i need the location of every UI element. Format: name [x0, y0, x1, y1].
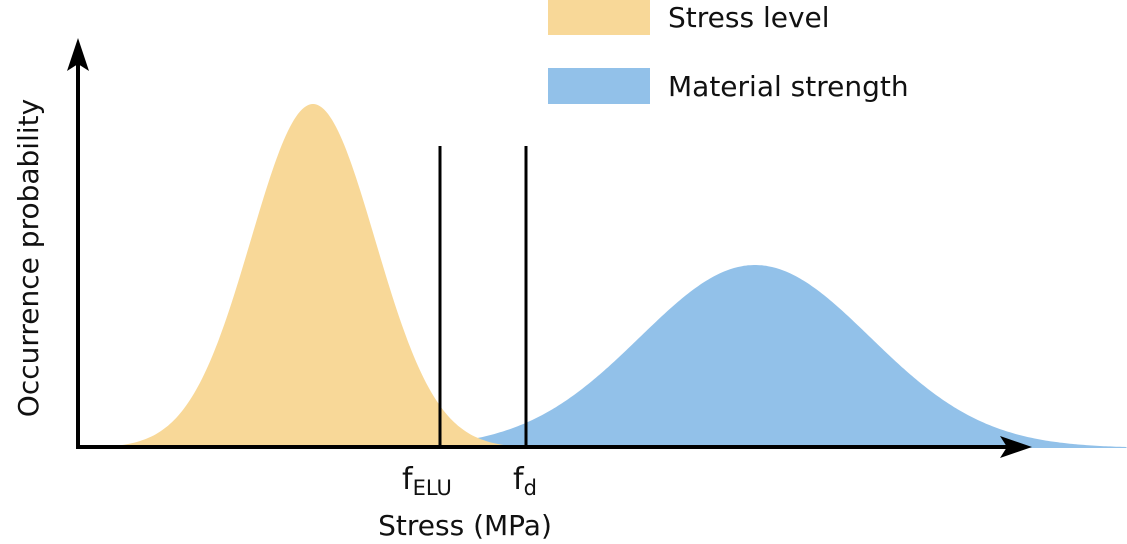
- legend-strength-swatch: [548, 68, 650, 104]
- f-d-label: fd: [513, 462, 537, 500]
- f-elu-label-subscript: ELU: [413, 476, 452, 500]
- stress-level-distribution: [100, 104, 520, 448]
- legend-strength-label: Material strength: [668, 70, 909, 103]
- f-elu-label: fELU: [402, 462, 452, 500]
- x-axis-label: Stress (MPa): [378, 509, 552, 542]
- f-d-label-base: f: [513, 462, 525, 497]
- f-d-label-subscript: d: [524, 476, 537, 500]
- y-axis-label: Occurrence probability: [12, 99, 45, 417]
- f-elu-label-base: f: [402, 462, 414, 497]
- x-axis-arrow-icon: [1000, 436, 1032, 458]
- legend-stress-label: Stress level: [668, 1, 830, 34]
- y-axis-arrow-icon: [67, 38, 89, 71]
- material-strength-distribution: [440, 265, 1127, 448]
- legend-stress-swatch: [548, 0, 650, 35]
